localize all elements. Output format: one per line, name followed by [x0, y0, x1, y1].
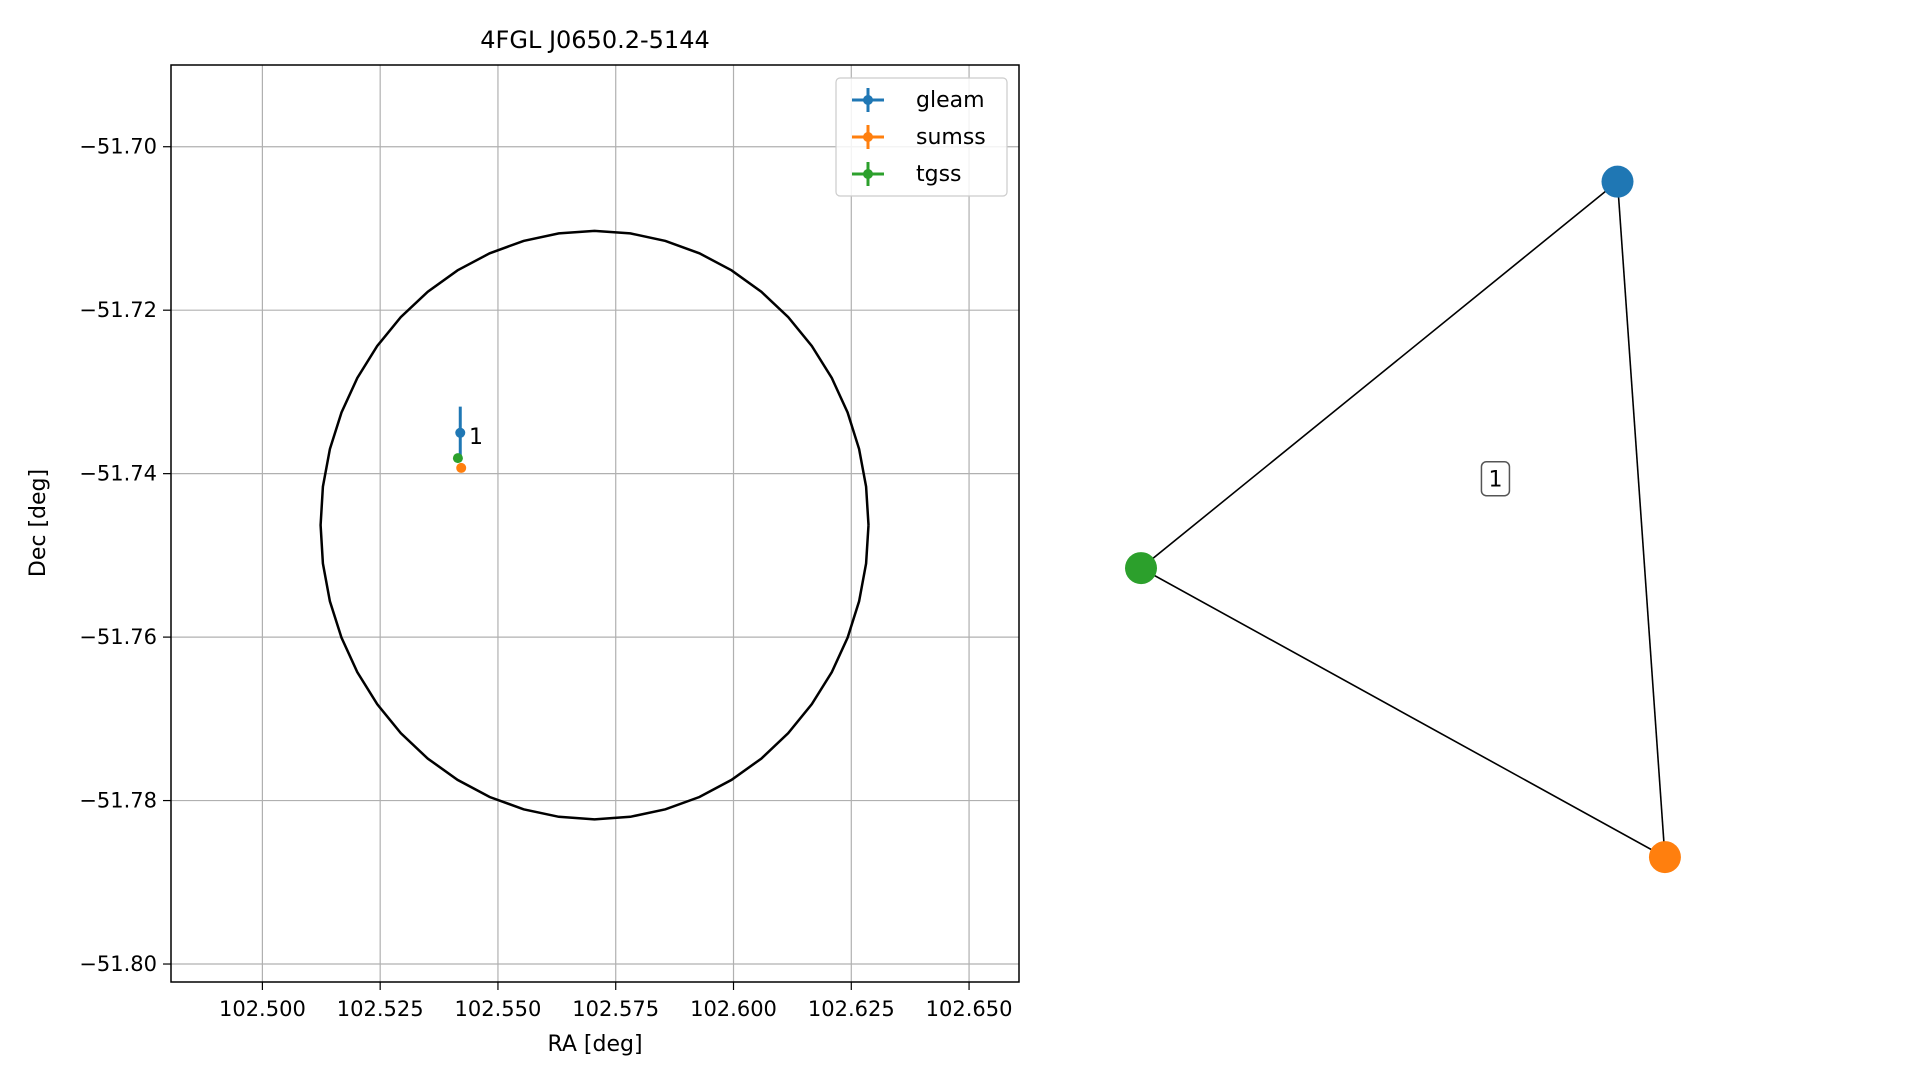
legend: gleam sumss tgss [835, 77, 1008, 197]
graph-edge [1140, 181, 1619, 569]
data-points [452, 406, 467, 473]
marker [455, 427, 466, 438]
point-sumss [456, 462, 467, 473]
y-tick-label: −51.70 [79, 135, 157, 159]
legend-marker [863, 132, 873, 142]
legend-label: tgss [916, 162, 962, 187]
chart-title: 4FGL J0650.2-5144 [480, 26, 709, 54]
legend-item-sumss: sumss [852, 125, 986, 150]
point-annotation: 1 [469, 425, 483, 450]
legend-marker [863, 169, 873, 179]
x-tick-label: 102.575 [572, 997, 659, 1021]
x-tick-label: 102.600 [690, 997, 777, 1021]
graph-node-sumss [1648, 841, 1681, 874]
x-tick-label: 102.525 [337, 997, 424, 1021]
graph-labels: 1 [1480, 460, 1511, 497]
x-tick-label: 102.650 [926, 997, 1013, 1021]
point-tgss [452, 453, 463, 464]
localization-circle [319, 229, 870, 821]
y-tick-label: −51.78 [79, 789, 157, 813]
sky-position-plot: 4FGL J0650.2-5144 1 102.500 102.525 102.55… [26, 26, 1020, 1057]
graph-node-gleam [1601, 165, 1634, 198]
y-ticks: −51.70 −51.72 −51.74 −51.76 −51.78 −51.80 [79, 135, 171, 976]
graph-label-box [1480, 460, 1511, 497]
legend-item-gleam: gleam [852, 88, 985, 113]
grid [171, 65, 1019, 982]
match-graph: 1 [1125, 165, 1681, 874]
graph-label: 1 [1488, 468, 1502, 493]
graph-node-tgss [1125, 552, 1157, 585]
x-tick-label: 102.625 [808, 997, 895, 1021]
x-axis-label: RA [deg] [547, 1032, 642, 1057]
x-tick-label: 102.500 [219, 997, 306, 1021]
marker [456, 462, 467, 473]
y-tick-label: −51.74 [79, 462, 157, 486]
legend-marker [863, 95, 873, 105]
marker [452, 453, 463, 464]
legend-label: sumss [916, 125, 986, 150]
y-tick-label: −51.72 [79, 298, 157, 322]
legend-item-tgss: tgss [852, 162, 962, 187]
y-tick-label: −51.76 [79, 625, 157, 649]
y-tick-label: −51.80 [79, 952, 157, 976]
graph-nodes [1125, 165, 1681, 874]
y-axis-label: Dec [deg] [26, 469, 51, 577]
x-ticks: 102.500 102.525 102.550 102.575 102.600 102.6… [219, 982, 1013, 1021]
point-gleam [455, 406, 466, 459]
axes-frame [170, 64, 1020, 983]
graph-edges [1140, 181, 1666, 858]
graph-edge [1140, 567, 1666, 858]
annotations: 1 [469, 425, 483, 450]
x-tick-label: 102.550 [455, 997, 542, 1021]
legend-label: gleam [916, 88, 985, 113]
legend-box [835, 77, 1008, 197]
graph-edge [1616, 181, 1666, 858]
error-circle [319, 229, 870, 821]
